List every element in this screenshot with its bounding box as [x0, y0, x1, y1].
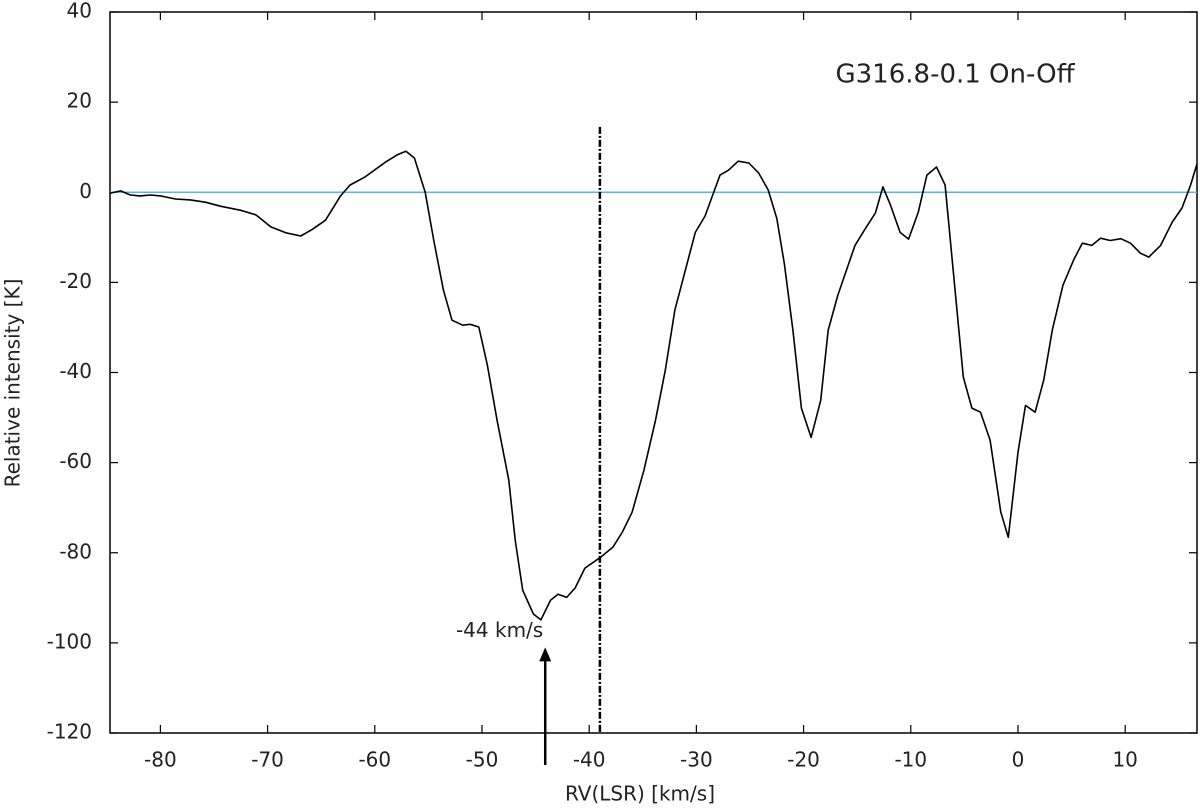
x-tick-label: -50: [466, 748, 499, 772]
x-tick-label: -10: [894, 748, 927, 772]
x-axis-label: RV(LSR) [km/s]: [565, 782, 715, 806]
y-axis-label: Relative intensity [K]: [1, 279, 25, 488]
y-tick-label: -20: [59, 269, 92, 293]
x-tick-label: -20: [787, 748, 820, 772]
y-tick-label: -80: [59, 539, 92, 563]
x-tick-label: -80: [144, 748, 177, 772]
annotation-label: -44 km/s: [456, 618, 543, 642]
y-tick-label: -100: [47, 629, 92, 653]
y-tick-label: 20: [67, 89, 92, 113]
y-tick-label: 40: [67, 0, 92, 23]
x-tick-label: -60: [358, 748, 391, 772]
y-tick-label: -40: [59, 359, 92, 383]
chart-title: G316.8-0.1 On-Off: [835, 60, 1075, 90]
x-tick-label: 10: [1112, 748, 1137, 772]
arrow-head: [539, 647, 552, 662]
y-tick-label: -60: [59, 449, 92, 473]
spectrum-line: [109, 150, 1198, 621]
x-tick-label: -40: [573, 748, 606, 772]
y-tick-label: -120: [47, 720, 92, 744]
x-tick-label: -30: [680, 748, 713, 772]
x-tick-label: -70: [251, 748, 284, 772]
plot-frame: [109, 11, 1198, 734]
y-tick-label: 0: [79, 179, 92, 203]
x-tick-label: 0: [1012, 748, 1025, 772]
